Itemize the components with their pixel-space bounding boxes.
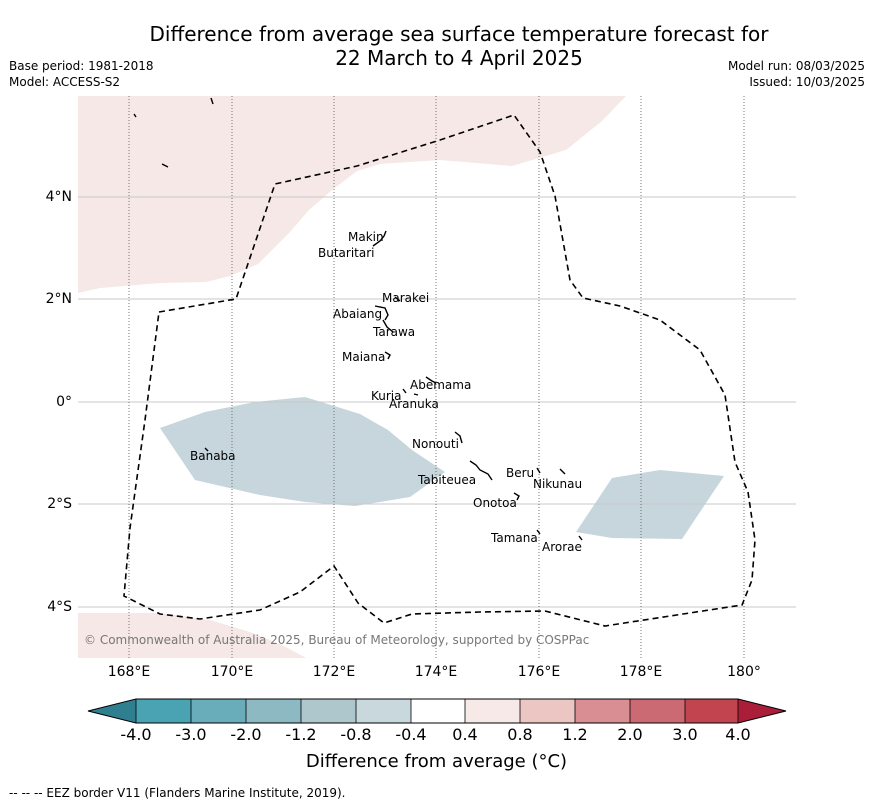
- lat-tick: 4°N: [45, 189, 72, 205]
- colorbar-segment: [465, 699, 520, 723]
- place-label: Marakei: [382, 291, 429, 305]
- cool-anomaly-west: [160, 397, 445, 506]
- colorbar-segment: [411, 699, 465, 723]
- colorbar-low-arrow: [88, 699, 136, 723]
- lon-tick: 170°E: [210, 664, 254, 680]
- colorbar-tick: -1.2: [285, 725, 317, 744]
- colorbar-segment: [191, 699, 246, 723]
- colorbar-tick: 4.0: [725, 725, 751, 744]
- place-label: Abaiang: [333, 307, 382, 321]
- colorbar-segment: [246, 699, 301, 723]
- model-run: Model run: 08/03/2025: [727, 59, 865, 73]
- place-label: Aranuka: [389, 397, 439, 411]
- colorbar-tick: -0.4: [395, 725, 427, 744]
- meridians: [128, 96, 745, 658]
- colorbar-segment: [356, 699, 411, 723]
- lat-tick: 4°S: [47, 599, 72, 615]
- colorbar-segment: [520, 699, 575, 723]
- colorbar-tick: 0.8: [507, 725, 533, 744]
- title-line-2: 22 March to 4 April 2025: [335, 46, 583, 70]
- meta-right: Model run: 08/03/2025 Issued: 10/03/2025: [728, 58, 865, 90]
- place-label: Makin: [348, 230, 384, 244]
- colorbar-tick: 1.2: [562, 725, 588, 744]
- issued-date: Issued: 10/03/2025: [749, 75, 865, 89]
- lon-tick: 180°: [727, 664, 761, 680]
- colorbar-tick: 3.0: [672, 725, 698, 744]
- island-outlines: [133, 97, 583, 541]
- colorbar-tick: -3.0: [175, 725, 207, 744]
- place-label: Tamana: [490, 531, 538, 545]
- place-label: Butaritari: [318, 246, 375, 260]
- colorbar-high-arrow: [738, 699, 786, 723]
- meta-left: Base period: 1981-2018 Model: ACCESS-S2: [9, 58, 154, 90]
- colorbar-tick: 2.0: [617, 725, 643, 744]
- lon-tick: 176°E: [517, 664, 561, 680]
- colorbar-segment: [301, 699, 356, 723]
- colorbar-tick: -2.0: [230, 725, 262, 744]
- place-label: Beru: [506, 466, 534, 480]
- place-label: Arorae: [542, 540, 582, 554]
- lat-tick: 2°S: [47, 496, 72, 512]
- lon-tick: 174°E: [414, 664, 458, 680]
- title-line-1: Difference from average sea surface temp…: [149, 22, 769, 46]
- lon-tick: 172°E: [312, 664, 356, 680]
- place-label: Onotoa: [473, 496, 517, 510]
- lat-tick: 0°: [56, 394, 72, 410]
- place-label: Maiana: [342, 350, 385, 364]
- colorbar-segment: [685, 699, 738, 723]
- eez-footnote: -- -- -- EEZ border V11 (Flanders Marine…: [9, 786, 346, 800]
- warm-anomaly-north: [78, 96, 626, 293]
- colorbar: [87, 698, 787, 724]
- base-period: Base period: 1981-2018: [9, 59, 154, 73]
- place-label: Abemama: [410, 378, 471, 392]
- place-label: Banaba: [190, 449, 236, 463]
- place-label: Tarawa: [372, 325, 415, 339]
- eez-border: [123, 114, 756, 627]
- map-title: Difference from average sea surface temp…: [0, 22, 873, 70]
- lat-tick: 2°N: [45, 291, 72, 307]
- place-labels: Makin Butaritari Marakei Abaiang Tarawa …: [190, 230, 582, 554]
- place-label: Kuria: [371, 389, 402, 403]
- place-label: Tabiteuea: [417, 473, 476, 487]
- colorbar-segment: [630, 699, 685, 723]
- gridlines: [78, 196, 796, 608]
- lon-tick: 168°E: [107, 664, 151, 680]
- copyright-notice: © Commonwealth of Australia 2025, Bureau…: [84, 633, 589, 647]
- colorbar-tick: -4.0: [120, 725, 152, 744]
- colorbar-segment: [136, 699, 191, 723]
- colorbar-tick: -0.8: [340, 725, 372, 744]
- place-label: Nikunau: [533, 477, 582, 491]
- colorbar-tick: 0.4: [452, 725, 478, 744]
- place-label: Nonouti: [412, 437, 459, 451]
- colorbar-segment: [575, 699, 630, 723]
- model-name: Model: ACCESS-S2: [9, 75, 121, 89]
- lon-tick: 178°E: [619, 664, 663, 680]
- colorbar-label: Difference from average (°C): [305, 751, 568, 772]
- warm-anomaly-south: [78, 613, 307, 658]
